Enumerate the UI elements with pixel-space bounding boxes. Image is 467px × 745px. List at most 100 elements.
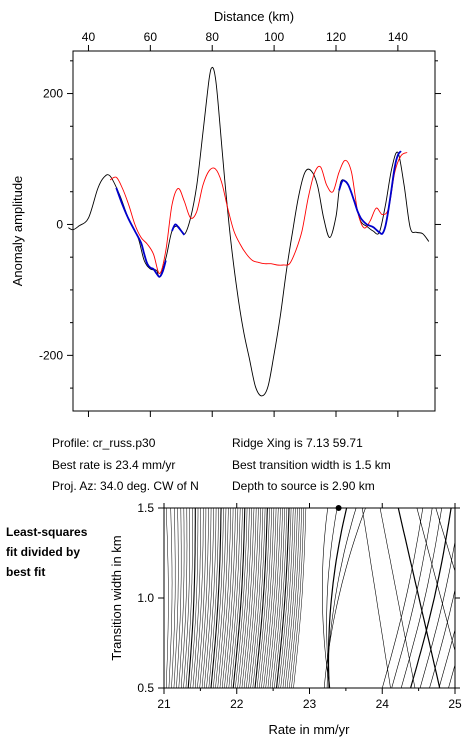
contour-line bbox=[259, 508, 272, 688]
contour-line bbox=[280, 508, 294, 688]
bottom-x-ticks: 21 22 23 24 25 bbox=[157, 503, 462, 711]
contour-line bbox=[261, 508, 275, 688]
bottom-y-axis-label: Transition width in km bbox=[109, 535, 124, 660]
contour-line bbox=[254, 508, 268, 688]
anomaly-profile-chart: Distance (km) Anomaly amplitude 40 60 80 10… bbox=[10, 9, 441, 417]
contour-line bbox=[263, 508, 277, 688]
contour-line bbox=[213, 508, 224, 688]
contour-line bbox=[232, 508, 246, 688]
contour-line bbox=[274, 508, 288, 688]
ridge-crossing-text: Ridge Xing is 7.13 59.71 bbox=[232, 436, 363, 450]
contour-line bbox=[183, 508, 190, 688]
bottom-x-axis-label: Rate in mm/yr bbox=[269, 722, 351, 737]
contour-line bbox=[265, 508, 279, 688]
top-x-tick-label: 120 bbox=[326, 30, 346, 44]
contour-line bbox=[391, 508, 433, 688]
bottom-y-tick-label: 0.5 bbox=[137, 681, 154, 695]
contour-line bbox=[194, 508, 204, 688]
top-y-tick-label: 200 bbox=[43, 87, 63, 101]
best-fit-point bbox=[335, 505, 342, 511]
contour-line bbox=[224, 508, 236, 688]
contour-line bbox=[252, 508, 266, 688]
contour-line bbox=[284, 508, 298, 688]
contour-line bbox=[176, 508, 182, 688]
contour-line bbox=[217, 508, 229, 688]
bottom-plot-frame bbox=[163, 507, 456, 689]
contour-line bbox=[269, 508, 283, 688]
contour-line bbox=[327, 508, 348, 688]
contour-line bbox=[400, 508, 442, 688]
contour-line bbox=[291, 508, 305, 688]
contour-line bbox=[416, 508, 455, 653]
series-model-line bbox=[109, 152, 408, 274]
top-y-axis-label: Anomaly amplitude bbox=[10, 176, 25, 287]
top-x-axis-label: Distance (km) bbox=[214, 9, 294, 24]
top-x-tick-label: 100 bbox=[264, 30, 284, 44]
contour-line bbox=[208, 508, 219, 688]
contour-line bbox=[221, 508, 234, 688]
contour-line bbox=[228, 508, 241, 688]
contour-line bbox=[206, 508, 217, 688]
contour-line bbox=[180, 508, 188, 688]
top-plot-frame bbox=[72, 50, 436, 412]
projection-azimuth-text: Proj. Az: 34.0 deg. CW of N bbox=[52, 479, 199, 493]
contour-line bbox=[173, 508, 179, 688]
contour-lines bbox=[165, 508, 455, 688]
contour-description-line-2: fit divided by bbox=[6, 545, 81, 559]
contour-line bbox=[286, 508, 300, 688]
contour-description-line-3: best fit bbox=[6, 565, 46, 579]
contour-line bbox=[199, 508, 209, 688]
contour-line bbox=[323, 508, 366, 688]
contour-line bbox=[201, 508, 212, 688]
contour-line bbox=[243, 508, 257, 688]
series-fit_segment-line bbox=[115, 187, 167, 278]
bottom-x-tick-label: 21 bbox=[157, 697, 171, 711]
contour-line bbox=[171, 508, 176, 688]
best-rate-text: Best rate is 23.4 mm/yr bbox=[52, 458, 176, 472]
contour-line bbox=[293, 508, 307, 688]
contour-line bbox=[204, 508, 214, 688]
top-x-ticks: 40 60 80 100 120 140 bbox=[82, 30, 408, 417]
contour-line bbox=[379, 508, 416, 688]
contour-line bbox=[361, 508, 391, 688]
contour-line bbox=[165, 508, 169, 688]
contour-line bbox=[382, 508, 424, 688]
contour-line bbox=[237, 508, 250, 688]
contour-line bbox=[230, 508, 243, 688]
contour-line bbox=[246, 508, 259, 688]
contour-line bbox=[235, 508, 248, 688]
contour-line bbox=[226, 508, 239, 688]
contour-line bbox=[410, 508, 452, 688]
best-width-text: Best transition width is 1.5 km bbox=[232, 458, 391, 472]
profile-text: Profile: cr_russ.p30 bbox=[52, 436, 156, 450]
contour-line bbox=[241, 508, 255, 688]
top-x-tick-label: 80 bbox=[206, 30, 220, 44]
contour-line bbox=[429, 588, 455, 688]
contour-line bbox=[178, 508, 185, 688]
contour-line bbox=[438, 628, 455, 688]
contour-line bbox=[275, 508, 290, 688]
top-x-tick-label: 140 bbox=[388, 30, 408, 44]
contour-line bbox=[282, 508, 296, 688]
bottom-x-tick-label: 22 bbox=[230, 697, 244, 711]
depth-text: Depth to source is 2.90 km bbox=[232, 479, 375, 493]
top-series bbox=[68, 66, 430, 397]
top-y-ticks: -200 0 200 bbox=[39, 60, 441, 389]
contour-line bbox=[187, 508, 196, 688]
contour-line bbox=[197, 508, 207, 688]
contour-line bbox=[288, 508, 302, 688]
bottom-x-tick-label: 25 bbox=[448, 697, 462, 711]
contour-line bbox=[322, 508, 330, 688]
contour-line bbox=[190, 508, 199, 688]
contour-description-line-1: Least-squares bbox=[6, 525, 88, 539]
bottom-y-tick-label: 1.5 bbox=[137, 501, 154, 515]
series-fit_segment-line bbox=[171, 223, 186, 236]
series-observed-line bbox=[68, 66, 430, 397]
contour-line bbox=[248, 508, 261, 688]
contour-line bbox=[397, 508, 441, 688]
contour-line bbox=[168, 508, 173, 688]
contour-line bbox=[185, 508, 193, 688]
contour-line bbox=[192, 508, 201, 688]
top-x-tick-label: 40 bbox=[82, 30, 96, 44]
